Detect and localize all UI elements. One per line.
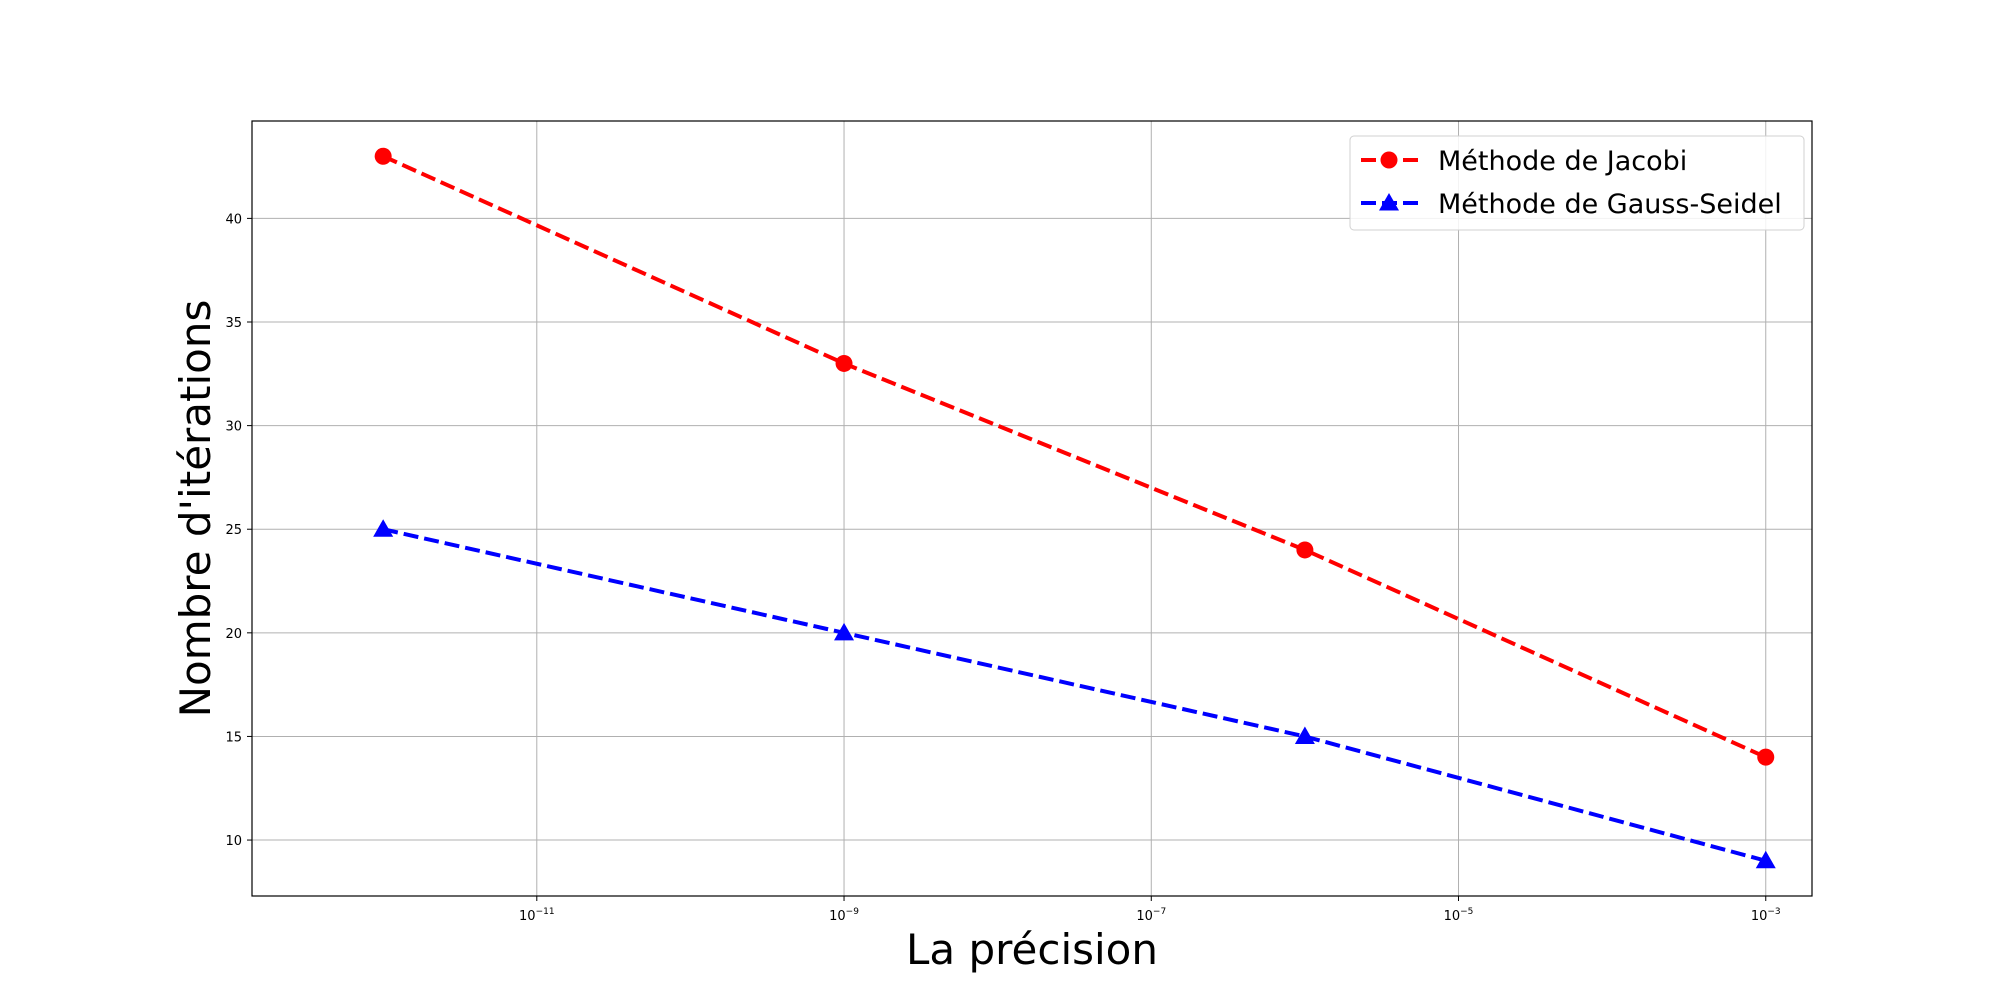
y-tick-label: 40	[225, 212, 242, 227]
data-point	[1755, 850, 1776, 869]
series-line	[382, 154, 1767, 759]
legend-box	[1349, 135, 1805, 231]
legend: Méthode de Jacobi Méthode de Gauss-Seidel	[1349, 135, 1805, 231]
x-tick-base: 10	[519, 909, 536, 924]
legend-marker	[1380, 151, 1398, 169]
x-tick-label: 10−7	[1136, 907, 1166, 924]
y-tick-label: 30	[225, 420, 242, 435]
data-point	[374, 147, 392, 165]
legend-label: Méthode de Gauss-Seidel	[1438, 189, 1782, 220]
data-point	[1757, 748, 1775, 766]
x-tick-base: 10	[1444, 909, 1461, 924]
data-point	[1296, 541, 1314, 559]
y-tick-label: 20	[225, 627, 242, 642]
data-point	[834, 622, 855, 641]
legend-label: Méthode de Jacobi	[1438, 146, 1687, 177]
series-layer	[373, 147, 1776, 869]
y-axis-ticks: 10 15 20 25 30 35 40	[225, 212, 252, 849]
legend-entry: Méthode de Gauss-Seidel	[1361, 189, 1782, 220]
series-line	[382, 527, 1767, 863]
y-tick-label: 15	[225, 730, 242, 745]
x-tick-exponent: −5	[1460, 907, 1473, 917]
grid	[252, 121, 1812, 896]
series-jacobi	[374, 147, 1775, 766]
plot-frame	[251, 120, 1813, 897]
x-tick-exponent: −3	[1767, 907, 1780, 917]
legend-marker	[1379, 193, 1399, 211]
x-tick-base: 10	[1751, 909, 1768, 924]
x-tick-exponent: −9	[846, 907, 860, 917]
y-tick-label: 35	[225, 316, 242, 331]
y-tick-label: 25	[225, 523, 242, 538]
x-tick-label: 10−3	[1751, 907, 1781, 924]
x-tick-exponent: −11	[536, 907, 555, 917]
x-tick-label: 10−11	[519, 907, 555, 924]
x-tick-label: 10−5	[1444, 907, 1474, 924]
x-tick-exponent: −7	[1153, 907, 1166, 917]
y-axis-title: Nombre d'itérations	[171, 300, 220, 718]
y-tick-label: 10	[225, 834, 242, 849]
data-point	[1294, 726, 1315, 744]
x-tick-base: 10	[829, 909, 846, 924]
legend-entry: Méthode de Jacobi	[1361, 146, 1687, 177]
data-point	[373, 519, 394, 537]
x-tick-base: 10	[1136, 909, 1153, 924]
series-gauss-seidel	[373, 519, 1776, 869]
x-axis-ticks: 10−11 10−9 10−7 10−5 10−3	[519, 896, 1781, 924]
x-tick-label: 10−9	[829, 907, 859, 924]
x-axis-title: La précision	[906, 925, 1158, 974]
data-point	[835, 354, 853, 372]
